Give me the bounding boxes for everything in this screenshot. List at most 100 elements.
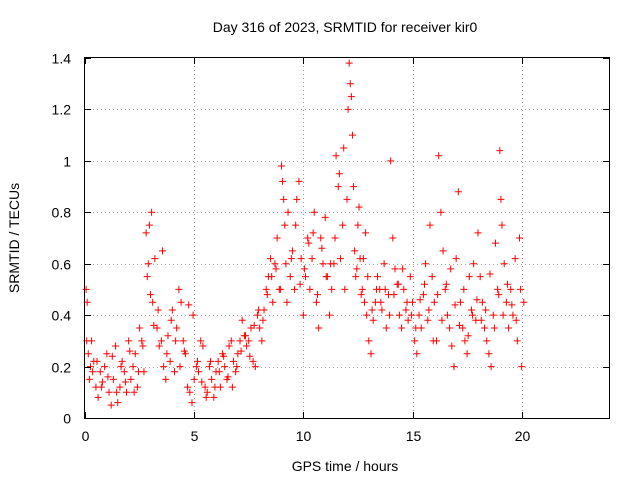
data-point bbox=[186, 388, 194, 396]
data-point bbox=[145, 221, 153, 229]
data-point bbox=[391, 265, 399, 273]
x-tick-label: 20 bbox=[515, 428, 531, 444]
data-point bbox=[258, 337, 266, 345]
data-point bbox=[267, 255, 275, 263]
data-point bbox=[278, 162, 285, 170]
data-point bbox=[502, 298, 510, 306]
data-point bbox=[326, 311, 334, 319]
data-point bbox=[377, 298, 385, 306]
data-point bbox=[253, 311, 261, 319]
data-point bbox=[511, 255, 519, 263]
data-point bbox=[489, 311, 497, 319]
data-point bbox=[317, 234, 325, 242]
data-point bbox=[367, 350, 375, 358]
data-point bbox=[499, 311, 507, 319]
x-tick-label: 5 bbox=[191, 428, 199, 444]
data-point bbox=[108, 352, 116, 360]
data-point bbox=[300, 265, 308, 273]
data-point bbox=[490, 324, 498, 332]
data-point bbox=[189, 311, 197, 319]
data-point bbox=[133, 383, 141, 391]
data-point bbox=[136, 324, 144, 332]
data-point bbox=[425, 306, 433, 314]
data-point bbox=[442, 280, 450, 288]
data-point bbox=[413, 350, 421, 358]
data-point bbox=[150, 321, 158, 329]
data-point bbox=[481, 324, 489, 332]
data-point bbox=[517, 285, 525, 293]
data-point bbox=[263, 291, 271, 299]
data-point bbox=[348, 131, 356, 139]
data-point bbox=[282, 260, 290, 268]
data-point bbox=[148, 208, 156, 216]
data-point bbox=[292, 221, 300, 229]
data-point bbox=[233, 363, 241, 371]
data-point bbox=[269, 298, 277, 306]
data-point bbox=[237, 347, 245, 355]
data-point bbox=[355, 203, 363, 211]
data-point bbox=[495, 291, 503, 299]
data-point bbox=[160, 363, 168, 371]
data-point bbox=[126, 347, 134, 355]
data-point bbox=[314, 291, 322, 299]
data-point bbox=[473, 296, 481, 304]
data-point bbox=[199, 342, 207, 350]
data-point bbox=[508, 301, 516, 309]
data-point bbox=[507, 285, 515, 293]
data-point bbox=[357, 291, 365, 299]
data-point bbox=[112, 342, 120, 350]
data-point bbox=[347, 93, 355, 101]
data-point bbox=[381, 285, 389, 293]
data-point bbox=[107, 401, 115, 409]
data-point bbox=[173, 324, 181, 332]
data-point bbox=[369, 316, 377, 324]
data-point bbox=[319, 260, 327, 268]
data-point bbox=[386, 311, 394, 319]
data-point bbox=[85, 375, 93, 383]
y-tick-label: 0.8 bbox=[52, 205, 72, 221]
data-point bbox=[400, 285, 408, 293]
data-point bbox=[296, 280, 304, 288]
data-point bbox=[139, 342, 147, 350]
data-point bbox=[280, 195, 288, 203]
data-point bbox=[430, 298, 438, 306]
data-point bbox=[101, 363, 109, 371]
data-point bbox=[155, 342, 163, 350]
chart-title: Day 316 of 2023, SRMTID for receiver kir… bbox=[213, 19, 478, 35]
data-point bbox=[245, 337, 253, 345]
data-point bbox=[162, 375, 170, 383]
data-point bbox=[293, 195, 301, 203]
data-point bbox=[220, 352, 228, 360]
data-point bbox=[227, 337, 235, 345]
data-point bbox=[443, 311, 451, 319]
data-point bbox=[482, 306, 490, 314]
data-point bbox=[190, 375, 198, 383]
data-point bbox=[276, 285, 284, 293]
x-tick-label: 10 bbox=[296, 428, 312, 444]
data-point bbox=[309, 229, 317, 237]
x-tick-label: 15 bbox=[406, 428, 422, 444]
data-point bbox=[346, 80, 354, 88]
data-point bbox=[331, 234, 339, 242]
x-tick-label: 0 bbox=[82, 428, 90, 444]
data-point bbox=[464, 332, 472, 340]
data-point bbox=[308, 255, 316, 263]
data-point bbox=[134, 368, 142, 376]
data-point bbox=[512, 316, 520, 324]
data-point bbox=[166, 357, 174, 365]
data-point bbox=[426, 221, 434, 229]
data-point bbox=[463, 350, 471, 358]
data-point bbox=[143, 273, 151, 281]
data-point bbox=[322, 273, 330, 281]
data-point bbox=[345, 59, 353, 67]
data-point bbox=[130, 388, 138, 396]
data-point bbox=[390, 291, 398, 299]
data-point bbox=[364, 273, 372, 281]
data-point bbox=[455, 321, 463, 329]
data-point bbox=[389, 234, 397, 242]
data-point bbox=[328, 285, 336, 293]
data-point bbox=[310, 208, 318, 216]
data-point bbox=[273, 234, 281, 242]
data-point bbox=[424, 316, 432, 324]
